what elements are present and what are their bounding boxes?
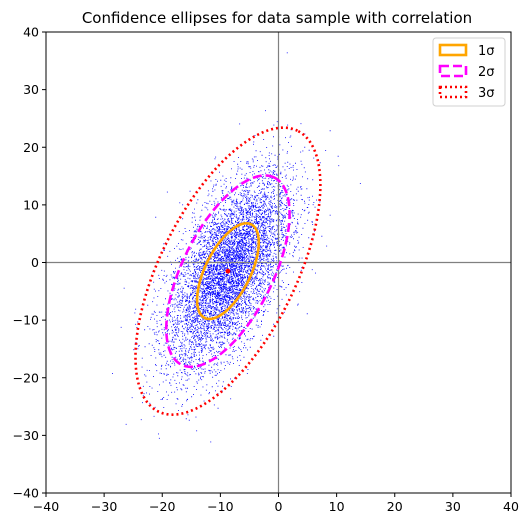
y-axis-ticks: −40 −30 −20 −10 0 10 20 30 40 xyxy=(13,25,46,501)
y-tick-label: 30 xyxy=(23,82,39,97)
x-tick-label: 0 xyxy=(275,499,283,514)
scatter-points xyxy=(112,52,361,443)
x-tick-label: 20 xyxy=(387,499,403,514)
y-tick-label: −10 xyxy=(13,313,39,328)
y-tick-label: 20 xyxy=(23,140,39,155)
x-tick-label: 10 xyxy=(329,499,345,514)
x-tick-label: −20 xyxy=(149,499,175,514)
confidence-ellipses xyxy=(134,126,322,416)
y-tick-label: −30 xyxy=(13,428,39,443)
legend-swatch-1sigma xyxy=(438,43,468,57)
reference-lines xyxy=(46,32,511,493)
legend-label-1sigma: 1σ xyxy=(478,44,495,59)
center-marker-layer xyxy=(225,268,231,274)
x-tick-label: 40 xyxy=(503,499,519,514)
ellipse-1sigma xyxy=(195,222,261,321)
center-marker xyxy=(225,268,231,274)
legend-swatch-3sigma xyxy=(438,85,468,99)
x-tick-label: −10 xyxy=(207,499,233,514)
legend-label-2sigma: 2σ xyxy=(478,65,495,80)
ellipse-3sigma xyxy=(134,126,322,416)
y-tick-label: −20 xyxy=(13,370,39,385)
legend-entries: 1σ 2σ 3σ xyxy=(438,43,495,101)
x-tick-label: −30 xyxy=(91,499,117,514)
y-tick-label: 0 xyxy=(31,255,39,270)
x-axis-ticks: −40 −30 −20 −10 0 10 20 30 40 xyxy=(33,493,519,514)
legend: 1σ 2σ 3σ xyxy=(432,37,506,107)
x-tick-label: 30 xyxy=(445,499,461,514)
legend-swatch-2sigma xyxy=(438,64,468,78)
y-tick-label: 40 xyxy=(23,25,39,40)
y-tick-label: 10 xyxy=(23,197,39,212)
chart-title: Confidence ellipses for data sample with… xyxy=(82,9,472,27)
ellipse-2sigma xyxy=(165,174,291,369)
scatter-point-cloud xyxy=(112,52,361,443)
legend-label-3sigma: 3σ xyxy=(478,86,495,101)
y-tick-label: −40 xyxy=(13,486,39,501)
x-tick-label: −40 xyxy=(33,499,59,514)
